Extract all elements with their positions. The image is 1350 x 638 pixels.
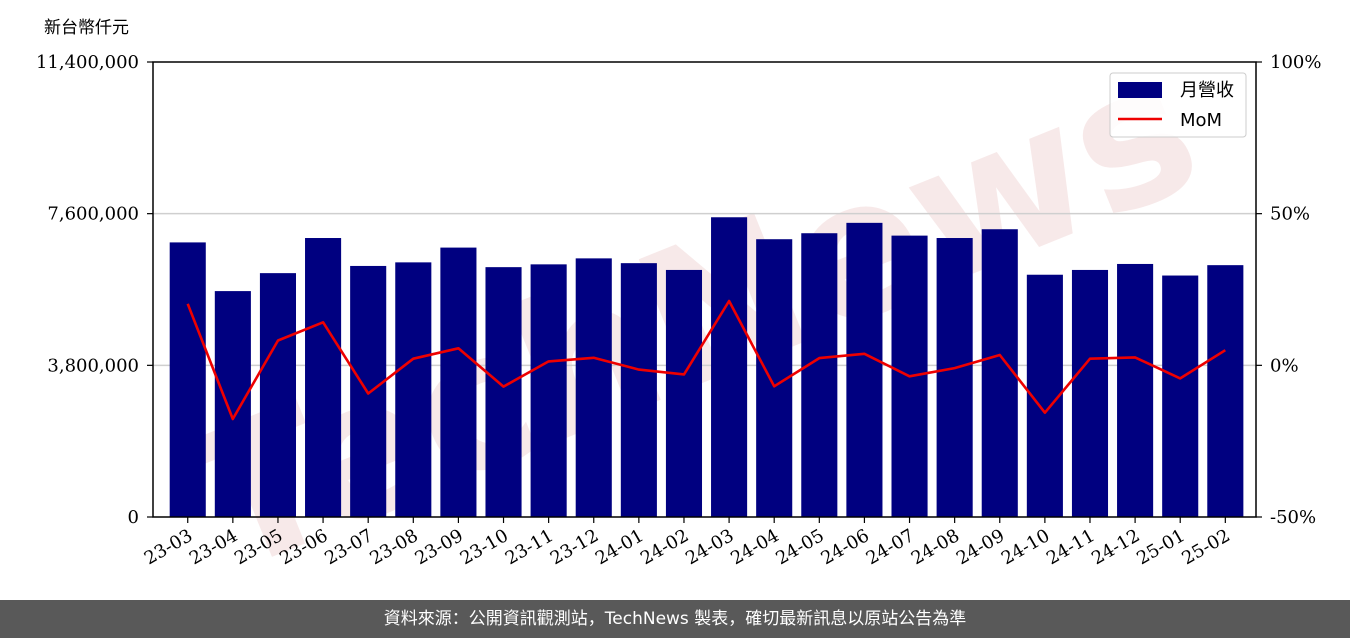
left-tick-label: 11,400,000 xyxy=(36,52,139,73)
right-tick-label: 50% xyxy=(1270,204,1310,225)
bar-23-05 xyxy=(259,273,297,517)
x-tick-label: 25-02 xyxy=(1178,525,1233,569)
bar-23-04 xyxy=(214,291,251,517)
x-tick-label: 24-05 xyxy=(772,525,827,569)
bar-24-08 xyxy=(936,238,973,517)
left-tick-label: 0 xyxy=(128,507,139,528)
bar-23-03 xyxy=(169,242,206,517)
bar-23-08 xyxy=(395,262,432,517)
right-tick-label: -50% xyxy=(1270,507,1316,528)
bar-25-02 xyxy=(1207,265,1244,517)
bar-23-06 xyxy=(305,238,342,517)
x-tick-label: 24-03 xyxy=(682,525,737,569)
bar-24-02 xyxy=(665,269,703,517)
plot-frame xyxy=(152,61,1257,518)
source-footer: 資料來源：公開資訊觀測站，TechNews 製表，確切最新訊息以原站公告為準 xyxy=(0,600,1350,638)
bar-23-09 xyxy=(440,247,477,517)
legend-bar-label: 月營收 xyxy=(1180,80,1234,101)
legend-bar-swatch xyxy=(1118,82,1162,98)
x-tick-label: 23-11 xyxy=(502,525,557,569)
x-tick-label: 24-06 xyxy=(817,525,872,569)
bar-23-11 xyxy=(530,264,567,517)
bar-25-01 xyxy=(1162,275,1199,517)
bar-24-03 xyxy=(711,217,748,517)
bar-series xyxy=(169,217,1244,518)
x-tick-label: 24-08 xyxy=(908,525,963,569)
x-tick-label: 24-10 xyxy=(998,525,1053,569)
x-tick-label: 23-12 xyxy=(547,525,602,569)
bar-23-10 xyxy=(485,267,522,517)
x-tick-label: 23-10 xyxy=(457,525,512,569)
mom-line xyxy=(186,299,1226,421)
x-tick-label: 24-01 xyxy=(592,525,647,569)
bar-24-05 xyxy=(801,233,838,517)
bar-24-06 xyxy=(846,222,883,517)
mom-line-series xyxy=(186,299,1226,421)
bar-23-12 xyxy=(575,258,612,517)
bar-24-12 xyxy=(1117,263,1154,517)
legend: 月營收 MoM xyxy=(1109,72,1247,138)
left-tick-label: 7,600,000 xyxy=(47,204,139,225)
bar-24-01 xyxy=(620,263,657,517)
x-tick-label: 24-07 xyxy=(863,525,918,569)
x-tick-label: 24-09 xyxy=(953,525,1008,569)
chart: TechNews 03,800,0007,600,00011,400,000-5… xyxy=(36,15,1322,600)
right-tick-label: 0% xyxy=(1270,355,1299,376)
y-unit-label: 新台幣仟元 xyxy=(44,18,129,38)
x-tick-label: 24-12 xyxy=(1088,525,1143,569)
x-tick-label: 24-02 xyxy=(637,525,692,569)
x-tick-label: 24-11 xyxy=(1043,525,1098,569)
x-tick-label: 24-04 xyxy=(727,525,782,569)
x-tick-label: 25-01 xyxy=(1133,525,1188,569)
bar-24-11 xyxy=(1071,269,1109,517)
x-tick-label: 23-03 xyxy=(141,525,196,569)
bar-24-09 xyxy=(981,229,1018,517)
right-tick-label: 100% xyxy=(1270,52,1321,73)
legend-line-label: MoM xyxy=(1180,110,1222,131)
left-tick-label: 3,800,000 xyxy=(47,355,139,376)
